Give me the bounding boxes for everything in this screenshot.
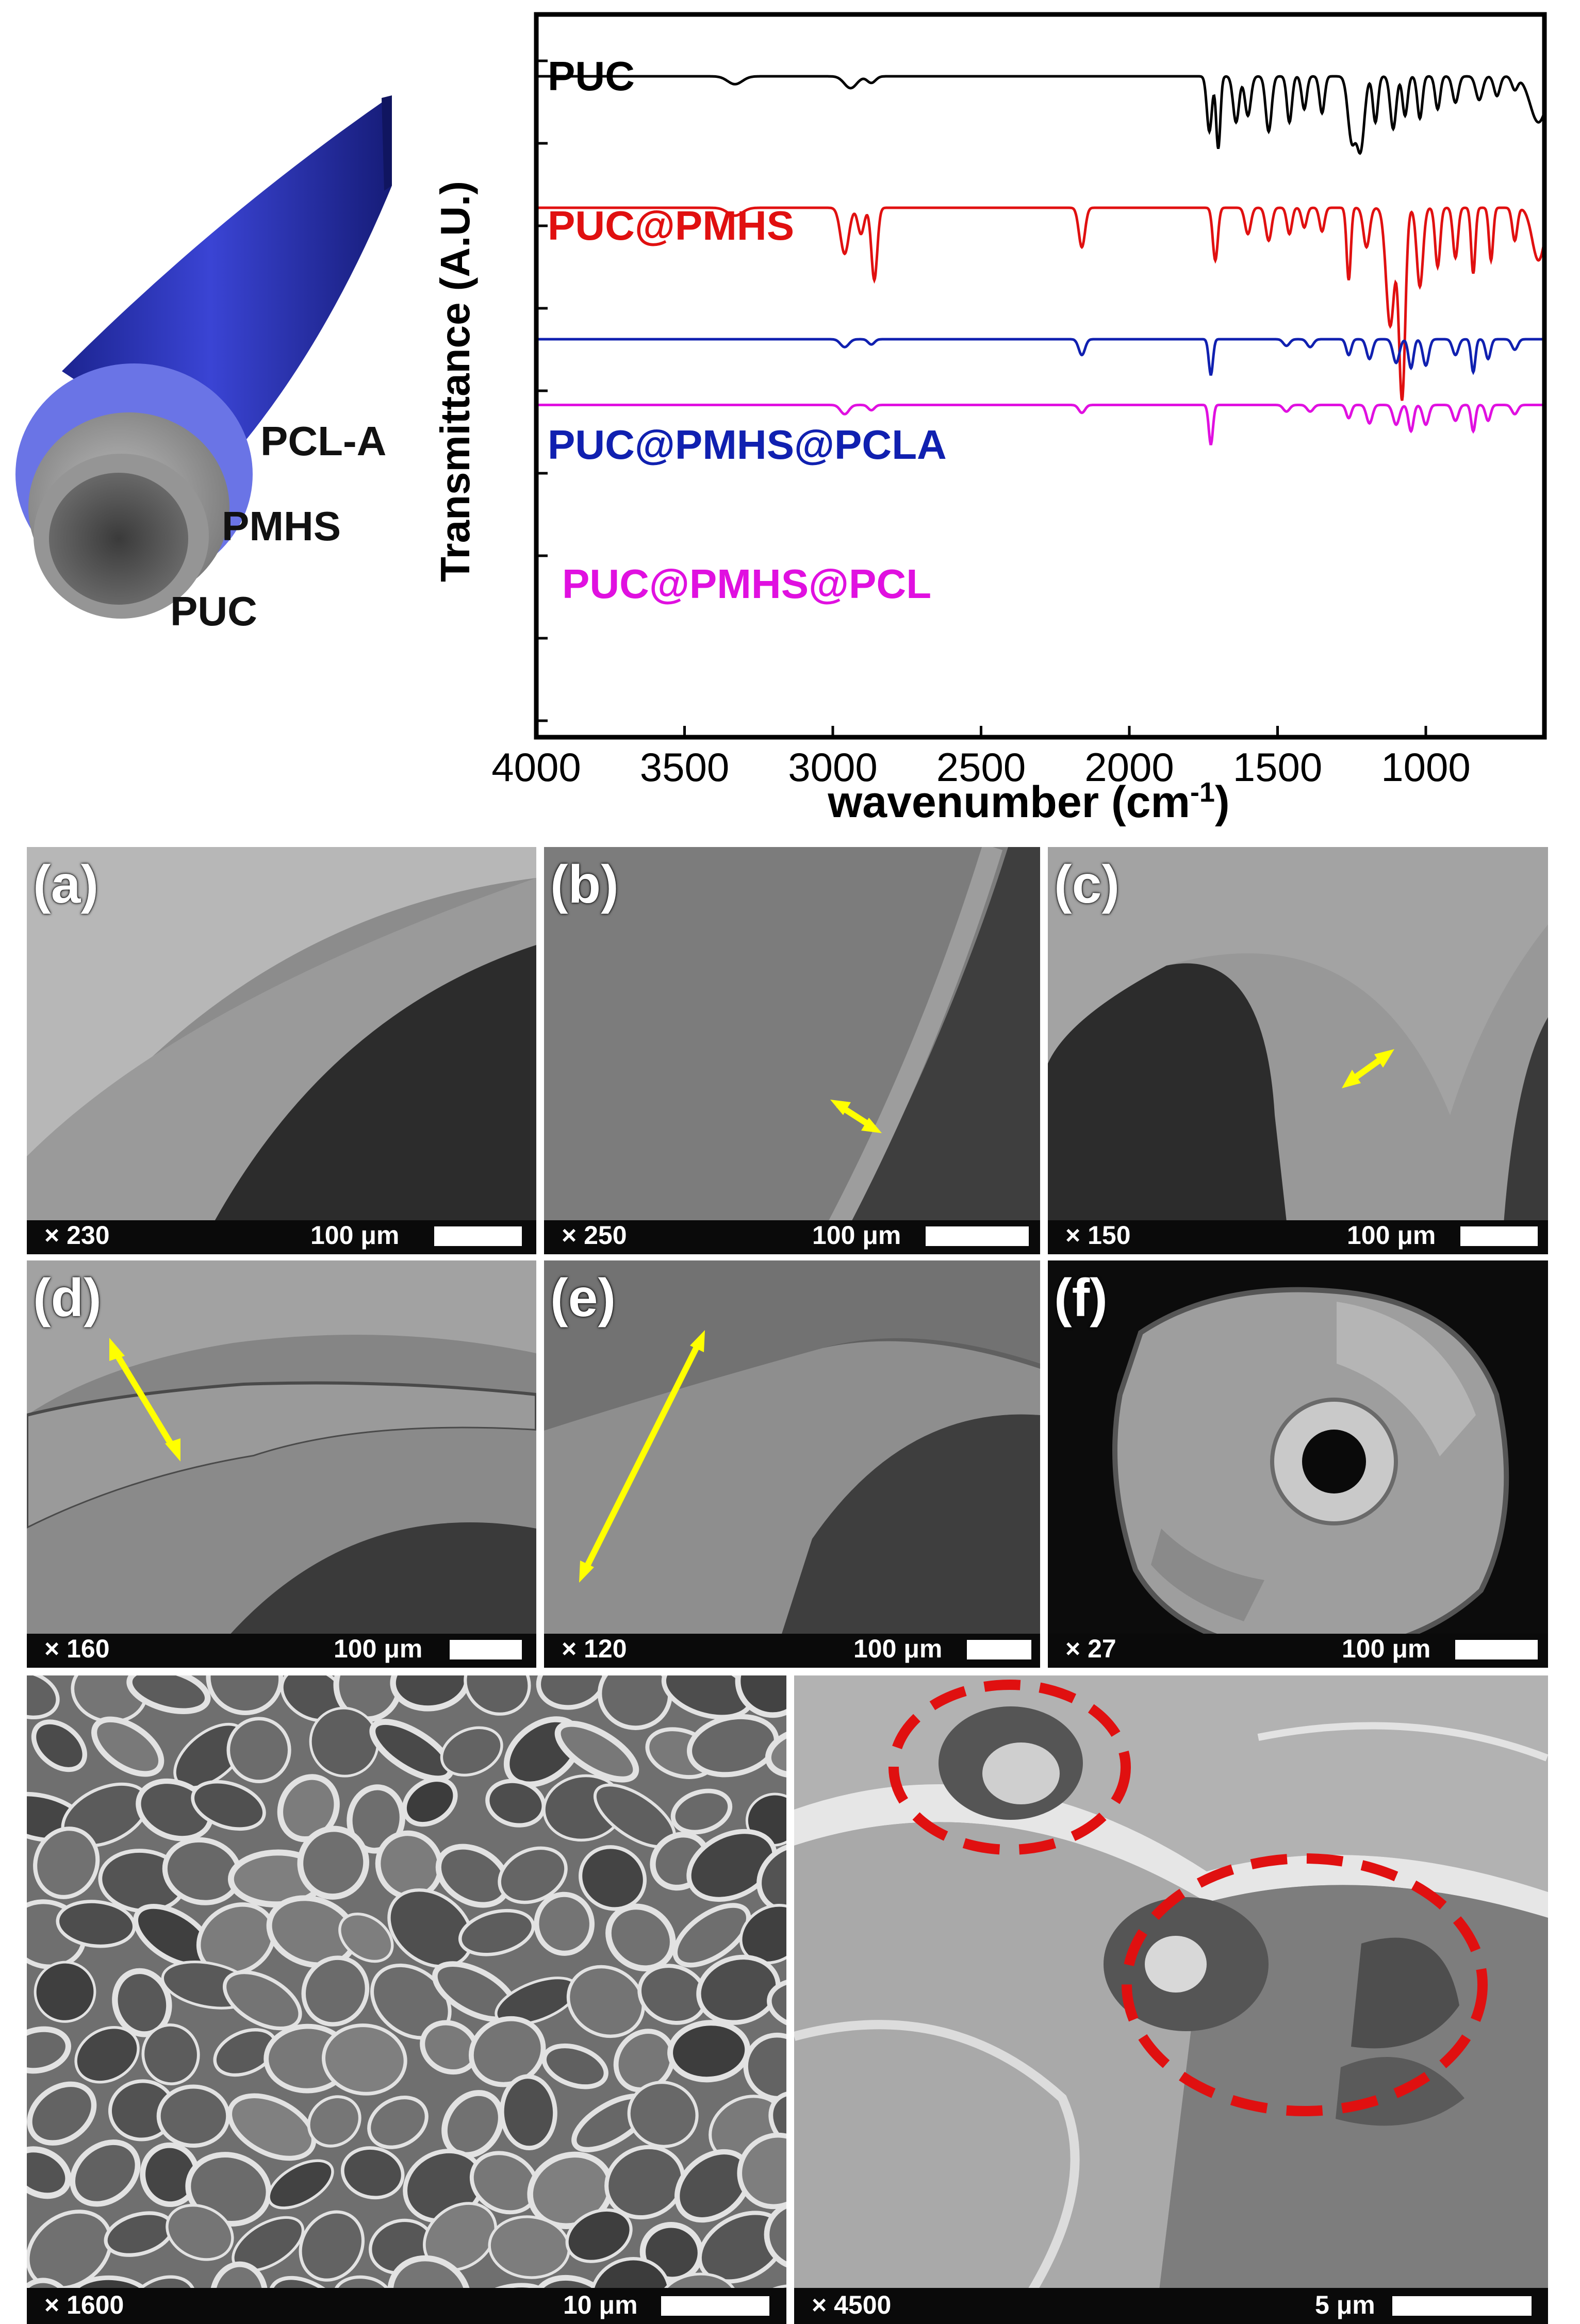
panel-label: (b) [550, 855, 619, 915]
yellow-arrow [111, 1349, 177, 1451]
series-name-label: PUC@PMHS@PCLA [548, 422, 947, 468]
panel-label: (d) [33, 1268, 102, 1328]
scale-text: 100 μm [1347, 1221, 1436, 1250]
panel-label: (f) [1054, 1268, 1108, 1328]
scale-bar: × 120 100 μm [544, 1634, 1040, 1668]
scale-text: 100 μm [812, 1221, 901, 1250]
panel-label: (e) [550, 1268, 616, 1328]
series-name-label: PUC@PMHS [548, 203, 794, 248]
tube-label-pmhs: PMHS [222, 503, 341, 549]
tube-label-pcla: PCL-A [260, 418, 387, 464]
series-line-puc-pmhs-pcla [536, 338, 1544, 376]
sem-panel-e: (e) × 120 100 μm [544, 1260, 1040, 1668]
scale-text: 100 μm [853, 1634, 943, 1663]
magnification: × 150 [1065, 1221, 1131, 1250]
scale-text: 10 μm [563, 2290, 638, 2319]
panel-label: (c) [1054, 855, 1120, 915]
scale-bar: × 230 100 μm [27, 1220, 536, 1254]
magnification: × 160 [44, 1634, 110, 1663]
scale-bar: × 250 100 μm [544, 1220, 1040, 1254]
ftir-chart: 4000 3500 3000 2500 2000 1500 1000 PUC PUC@PMHS… [413, 0, 1580, 835]
y-axis-label: Transmittance (A.U.) [432, 181, 478, 582]
sem-panel-b: (b) × 250 100 μm [544, 847, 1040, 1254]
sem-panel-a: (a) × 230 100 μm [27, 847, 536, 1254]
x-tick-label: 2500 [936, 744, 1026, 790]
magnification: × 1600 [44, 2290, 124, 2319]
panel-label: (a) [33, 855, 99, 915]
x-tick-label: 3500 [640, 744, 730, 790]
scale-text: 100 μm [1342, 1634, 1431, 1663]
plot-frame [534, 12, 1547, 740]
scale-bar: × 27 100 μm [1048, 1634, 1548, 1668]
series-line-puc [536, 75, 1546, 155]
x-tick-label: 2000 [1084, 744, 1174, 790]
scale-text: 5 μm [1315, 2290, 1375, 2319]
scale-bar: × 4500 5 μm [794, 2288, 1548, 2324]
magnification: × 250 [562, 1221, 627, 1250]
series-line-puc-pmhs-pcl [536, 403, 1544, 445]
tube-schematic: PCL-A PMHS PUC [0, 0, 495, 732]
scale-bar: × 160 100 μm [27, 1634, 536, 1668]
red-highlight-circle [1122, 1853, 1488, 2116]
sem-porous-panel-1600: × 1600 10 μm [27, 1675, 786, 2324]
x-tick-label: 4000 [491, 744, 581, 790]
x-tick-label: 1500 [1233, 744, 1323, 790]
x-axis-label: wavenumber (cm-1) [827, 777, 1229, 827]
tube-label-puc: PUC [170, 588, 257, 634]
scale-text: 100 μm [334, 1634, 423, 1663]
scale-bar: × 150 100 μm [1048, 1220, 1548, 1254]
x-tick-label: 1000 [1381, 744, 1471, 790]
scale-bar: × 1600 10 μm [27, 2288, 786, 2324]
sem-panel-f: (f) × 27 100 μm [1048, 1260, 1548, 1668]
series-line-puc-pmhs [536, 206, 1546, 401]
magnification: × 4500 [812, 2290, 892, 2319]
series-name-label: PUC [548, 53, 635, 99]
ftir-plot: 4000 3500 3000 2500 2000 1500 1000 PUC PUC@PMHS… [432, 12, 1547, 827]
sem-panel-d: (d) × 160 100 μm [27, 1260, 536, 1668]
magnification: × 27 [1065, 1634, 1116, 1663]
magnification: × 120 [562, 1634, 627, 1663]
scale-text: 100 μm [310, 1221, 400, 1250]
magnification: × 230 [44, 1221, 110, 1250]
yellow-arrow [582, 1341, 702, 1571]
red-highlight-circle [888, 1680, 1131, 1855]
sem-panel-c: (c) × 150 100 μm [1048, 847, 1548, 1254]
sem-porous-panel-4500: × 4500 5 μm [794, 1675, 1548, 2324]
series-name-label: PUC@PMHS@PCL [562, 561, 931, 607]
x-tick-label: 3000 [788, 744, 878, 790]
